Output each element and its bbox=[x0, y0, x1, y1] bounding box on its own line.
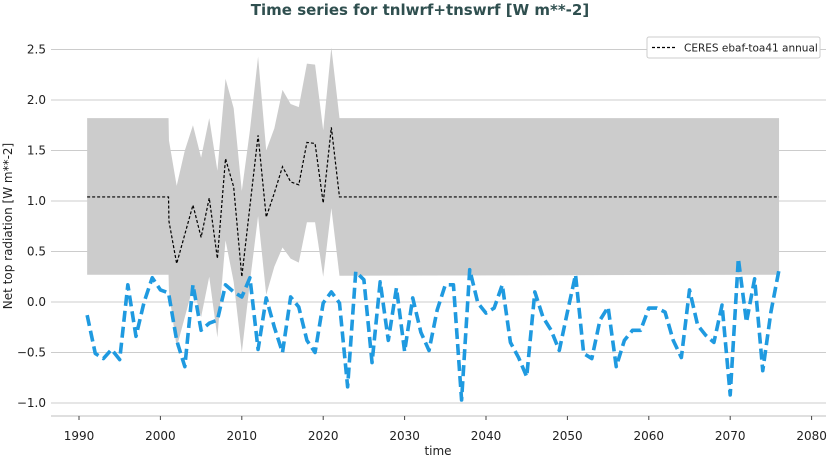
y-tick-label: −0.5 bbox=[17, 346, 46, 360]
y-tick-label: −1.0 bbox=[17, 396, 46, 410]
x-tick-label: 2010 bbox=[227, 429, 258, 443]
y-tick-label: 0.5 bbox=[27, 245, 46, 259]
x-tick-label: 2040 bbox=[471, 429, 502, 443]
legend-box bbox=[646, 36, 821, 59]
y-tick-label: 2.5 bbox=[27, 43, 46, 57]
x-tick-label: 2070 bbox=[715, 429, 746, 443]
x-tick-label: 2080 bbox=[796, 429, 827, 443]
chart-title: Time series for tnlwrf+tnswrf [W m**-2] bbox=[251, 1, 589, 19]
y-tick-label: 2.0 bbox=[27, 93, 46, 107]
ceres-uncertainty-area bbox=[87, 47, 780, 353]
y-tick-label: 0.0 bbox=[27, 295, 46, 309]
model-line bbox=[85, 256, 781, 402]
legend: CERES ebaf-toa41 annual bbox=[646, 36, 821, 59]
uncertainty-band bbox=[87, 47, 780, 353]
y-tick-label: 1.5 bbox=[27, 144, 46, 158]
axes: −1.0 −0.5 0.0 0.5 1.0 1.5 2.0 2.5 1990 2000 2010 20… bbox=[17, 43, 827, 444]
legend-entry-ceres: CERES ebaf-toa41 annual bbox=[684, 43, 818, 55]
x-tick-label: 2060 bbox=[634, 429, 665, 443]
x-tick-label: 2000 bbox=[145, 429, 176, 443]
x-tick-label: 2050 bbox=[552, 429, 583, 443]
y-axis-label: Net top radiation [W m**-2] bbox=[1, 143, 15, 309]
data-lines bbox=[85, 127, 781, 402]
y-tick-label: 1.0 bbox=[27, 194, 46, 208]
x-tick-label: 2030 bbox=[389, 429, 420, 443]
ceres-line bbox=[87, 127, 780, 277]
x-tick-label: 1990 bbox=[64, 429, 95, 443]
x-tick-label: 2020 bbox=[308, 429, 339, 443]
x-axis-label: time bbox=[424, 444, 451, 457]
